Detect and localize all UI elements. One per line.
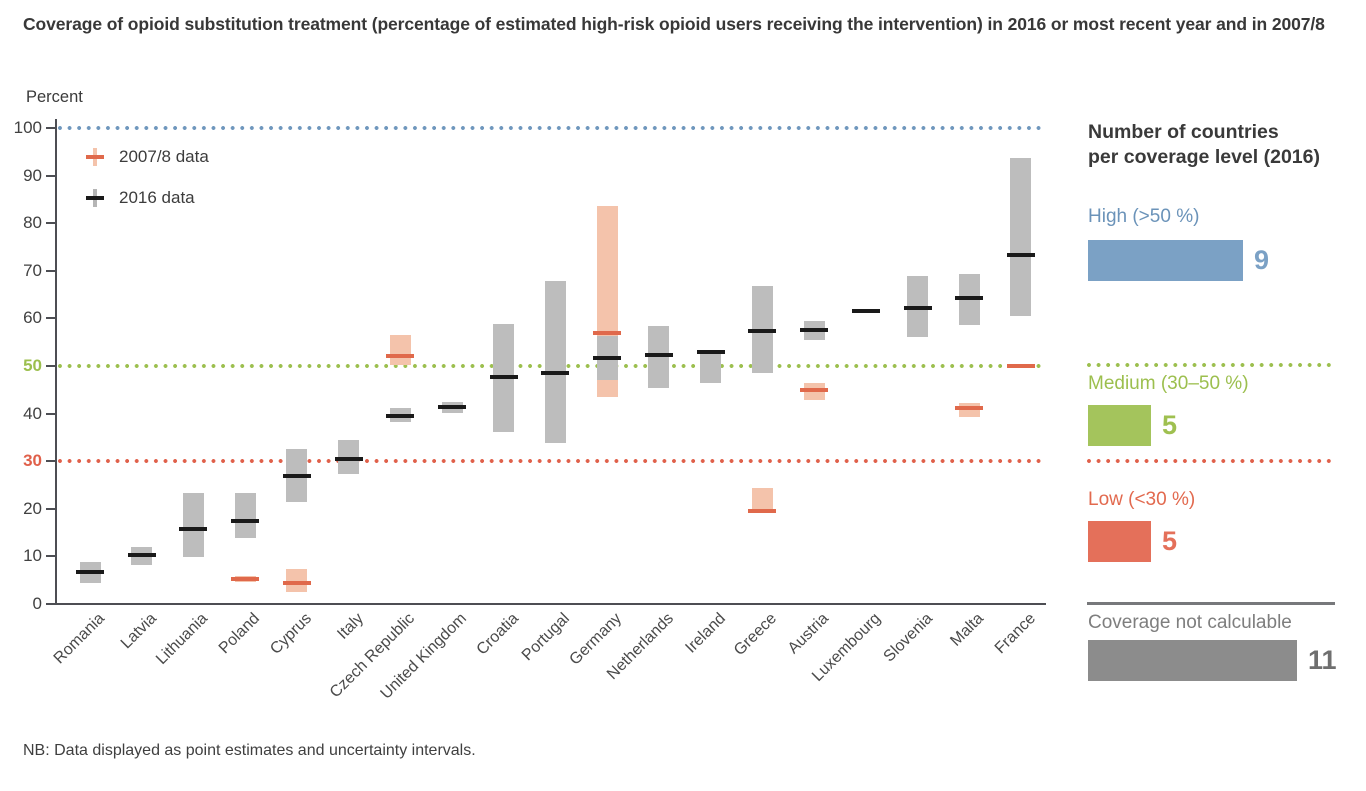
y-tick-80 (46, 222, 55, 225)
chart-title: Coverage of opioid substitution treatmen… (23, 14, 1325, 34)
footnote: NB: Data displayed as point estimates an… (23, 742, 476, 759)
point-2016-germany (593, 356, 622, 361)
y-tick-30 (46, 460, 55, 463)
point-2016-croatia (489, 374, 518, 379)
cross-marker-2007-icon (86, 148, 104, 166)
legend: 2007/8 data 2016 data (86, 147, 209, 229)
point-2007-8-greece (748, 508, 777, 513)
y-tick-50 (46, 365, 55, 367)
y-tick-90 (46, 174, 55, 177)
point-2007-8-poland (231, 576, 260, 581)
panel-bar-high (1088, 240, 1243, 281)
point-2016-malta (955, 295, 984, 300)
y-tick-label-100: 100 (13, 118, 42, 137)
interval-2007-8-czech-republic (389, 334, 411, 366)
y-tick-label-40: 40 (23, 403, 42, 423)
ref-line-100 (58, 126, 1046, 130)
point-2007-8-germany (593, 331, 622, 336)
panel-divider-low (1087, 459, 1335, 463)
panel-bar-low (1088, 521, 1151, 562)
point-2016-romania (76, 569, 104, 574)
legend-label-2016: 2016 data (119, 188, 195, 207)
panel-label-medium: Medium (30–50 %) (1088, 373, 1249, 394)
y-tick-label-80: 80 (23, 213, 42, 233)
y-tick-label-20: 20 (23, 498, 42, 518)
point-2016-luxembourg (851, 309, 880, 314)
cross-marker-2016-icon (86, 189, 104, 207)
y-tick-label-50: 50 (23, 356, 42, 375)
interval-2016-portugal (544, 280, 566, 444)
point-2016-cyprus (282, 474, 311, 479)
point-2016-austria (800, 327, 829, 332)
point-2016-united-kingdom (438, 404, 467, 409)
point-2016-italy (334, 457, 363, 462)
y-tick-10 (46, 555, 55, 558)
interval-2016-netherlands (648, 326, 670, 389)
point-2007-8-austria (800, 388, 829, 393)
point-2007-8-france (1006, 364, 1035, 369)
point-2016-netherlands (644, 352, 673, 357)
interval-2007-8-greece (751, 487, 773, 513)
interval-2007-8-cyprus (286, 568, 308, 592)
ref-line-30 (58, 459, 1046, 464)
panel-divider-medium (1087, 363, 1335, 367)
y-tick-label-70: 70 (23, 260, 42, 280)
point-2007-8-czech-republic (386, 354, 415, 359)
point-2016-slovenia (903, 305, 932, 310)
y-axis-line (55, 119, 57, 605)
y-tick-40 (46, 412, 55, 415)
panel-divider-not-calculable (1087, 602, 1335, 605)
point-2016-greece (748, 329, 777, 334)
interval-2016-greece (751, 285, 773, 373)
panel-label-low: Low (<30 %) (1088, 489, 1196, 510)
panel-label-high: High (>50 %) (1088, 206, 1200, 227)
y-tick-70 (46, 269, 55, 272)
legend-label-2007-8: 2007/8 data (119, 147, 209, 166)
interval-2016-france (1010, 157, 1032, 316)
point-2016-portugal (541, 370, 570, 375)
panel-count-low: 5 (1162, 526, 1178, 556)
y-tick-20 (46, 507, 55, 510)
panel-label-not-calculable: Coverage not calculable (1088, 612, 1292, 633)
panel-count-not-calculable: 11 (1308, 645, 1337, 675)
panel-count-high: 9 (1254, 245, 1270, 275)
point-2016-poland (231, 519, 260, 524)
panel-bar-not-calculable (1088, 640, 1297, 681)
interval-2016-ireland (700, 349, 722, 384)
y-tick-label-0: 0 (32, 594, 42, 613)
point-2016-ireland (696, 350, 725, 355)
interval-2016-poland (234, 492, 256, 539)
legend-item-2007-8: 2007/8 data (86, 147, 209, 167)
interval-2016-italy (338, 440, 360, 474)
point-2016-czech-republic (386, 413, 415, 418)
y-tick-label-30: 30 (23, 451, 42, 471)
y-tick-label-90: 90 (23, 165, 42, 185)
legend-item-2016: 2016 data (86, 188, 209, 208)
y-tick-60 (46, 317, 55, 320)
point-2007-8-cyprus (282, 580, 311, 585)
y-axis-title: Percent (26, 88, 83, 106)
panel-bar-medium (1088, 405, 1151, 446)
x-axis-line (50, 603, 1046, 605)
point-2016-latvia (127, 553, 156, 558)
point-2016-lithuania (179, 526, 208, 531)
point-2007-8-malta (955, 405, 984, 410)
y-tick-label-60: 60 (23, 308, 42, 328)
side-panel-title: Number of countries per coverage level (… (1088, 121, 1320, 168)
y-tick-label-10: 10 (23, 546, 42, 566)
y-tick-100 (46, 127, 55, 129)
interval-2016-lithuania (182, 492, 204, 557)
point-2016-france (1006, 252, 1035, 257)
panel-count-medium: 5 (1162, 410, 1178, 440)
